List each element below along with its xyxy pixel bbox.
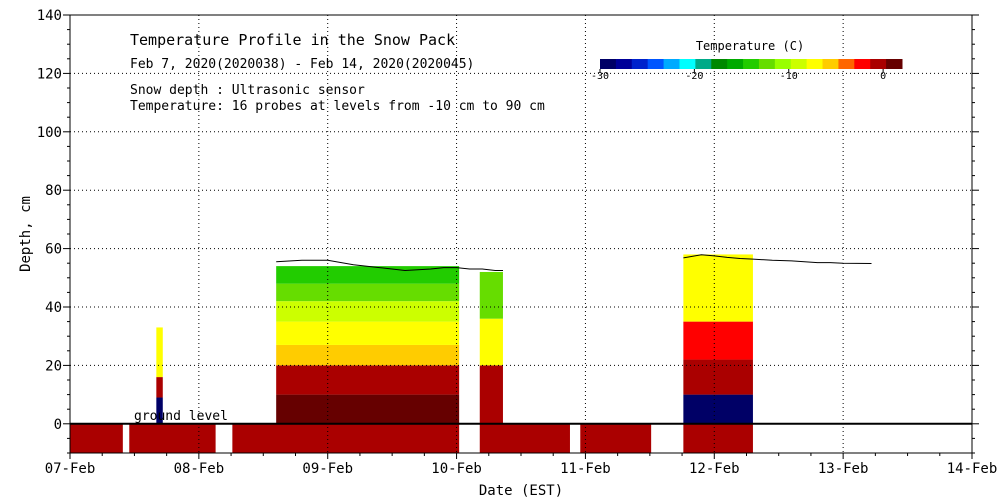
- temperature-layer-18: [479, 271, 503, 319]
- temperature-layer-9: [276, 394, 460, 424]
- colorbar-swatch-7: [711, 59, 728, 69]
- y-tick-label: 60: [45, 242, 62, 258]
- temperature-layers: [70, 254, 753, 453]
- colorbar-swatch-2: [631, 59, 649, 69]
- x-tick-label: 13-Feb: [818, 461, 869, 477]
- colorbar-swatch-0: [600, 59, 617, 69]
- colorbar-tick-label: -10: [780, 71, 798, 82]
- snow-depth-lines: [70, 254, 972, 425]
- temperature-layer-14: [276, 283, 460, 302]
- colorbar-swatch-12: [790, 59, 808, 69]
- colorbar-swatch-18: [886, 59, 903, 69]
- temperature-layer-8: [156, 327, 163, 378]
- temperature-layer-6: [156, 397, 163, 424]
- colorbar-swatch-14: [822, 59, 839, 69]
- temperature-layer-20: [683, 359, 753, 395]
- ground-level-label: ground level: [134, 409, 228, 424]
- x-tick-label: 11-Feb: [560, 461, 611, 477]
- colorbar-swatch-1: [615, 59, 633, 69]
- colorbar-swatch-4: [663, 59, 680, 69]
- colorbar-swatch-17: [870, 59, 887, 69]
- x-tick-label: 08-Feb: [174, 461, 225, 477]
- colorbar-tick-label: 0: [880, 71, 886, 82]
- y-tick-label: 100: [37, 125, 62, 141]
- chart-title: Temperature Profile in the Snow Pack: [130, 31, 455, 49]
- y-tick-label: 40: [45, 300, 62, 316]
- colorbar-swatch-13: [806, 59, 824, 69]
- temperature-layer-5: [683, 423, 753, 453]
- colorbar-title: Temperature (C): [696, 39, 804, 53]
- temperature-layer-0: [70, 423, 123, 453]
- temperature-layer-10: [276, 365, 460, 395]
- temperature-layer-12: [276, 321, 460, 345]
- temperature-layer-2: [232, 423, 460, 453]
- colorbar-swatch-6: [695, 59, 712, 69]
- x-tick-label: 10-Feb: [431, 461, 482, 477]
- snow-depth-line-feb8: [276, 259, 503, 272]
- y-tick-label: 0: [54, 417, 62, 433]
- colorbar-swatch-15: [838, 59, 855, 69]
- x-tick-label: 09-Feb: [302, 461, 353, 477]
- note-temperature: Temperature: 16 probes at levels from -1…: [130, 99, 545, 114]
- temperature-layer-7: [156, 377, 163, 398]
- colorbar-swatch-9: [743, 59, 760, 69]
- colorbar-swatch-8: [727, 59, 744, 69]
- colorbar-swatch-10: [758, 59, 776, 69]
- colorbar-tick-label: -20: [685, 71, 703, 82]
- temperature-layer-19: [683, 394, 753, 424]
- y-tick-label: 140: [37, 8, 62, 24]
- temperature-layer-17: [479, 318, 503, 366]
- colorbar: Temperature (C) -30 -20 -10 0: [591, 39, 903, 82]
- x-axis-label: Date (EST): [479, 483, 563, 499]
- temperature-layer-21: [683, 321, 753, 360]
- temperature-layer-1: [129, 423, 216, 453]
- y-axis-label: Depth, cm: [18, 196, 34, 272]
- colorbar-swatch-16: [854, 59, 871, 69]
- x-tick-label: 07-Feb: [45, 461, 96, 477]
- chart-subtitle: Feb 7, 2020(2020038) - Feb 14, 2020(2020…: [130, 57, 474, 72]
- y-tick-label: 120: [37, 66, 62, 82]
- note-snow-depth: Snow depth : Ultrasonic sensor: [130, 83, 365, 98]
- colorbar-swatch-11: [774, 59, 792, 69]
- temperature-layer-11: [276, 344, 460, 366]
- axis-ticks: 07-Feb 08-Feb 09-Feb 10-Feb 11-Feb 12-Feb 13-F…: [37, 8, 998, 477]
- colorbar-tick-label: -30: [591, 71, 609, 82]
- temperature-layer-22: [683, 254, 753, 322]
- colorbar-swatch-5: [679, 59, 696, 69]
- temperature-layer-16: [479, 365, 503, 424]
- temperature-layer-13: [276, 301, 460, 322]
- y-tick-label: 20: [45, 358, 62, 374]
- temperature-layer-3: [479, 423, 570, 453]
- snow-depth-line-feb12: [683, 254, 872, 264]
- x-tick-label: 12-Feb: [689, 461, 740, 477]
- temperature-layer-4: [580, 423, 652, 453]
- x-tick-label: 14-Feb: [947, 461, 998, 477]
- y-tick-label: 80: [45, 183, 62, 199]
- colorbar-swatch-3: [647, 59, 665, 69]
